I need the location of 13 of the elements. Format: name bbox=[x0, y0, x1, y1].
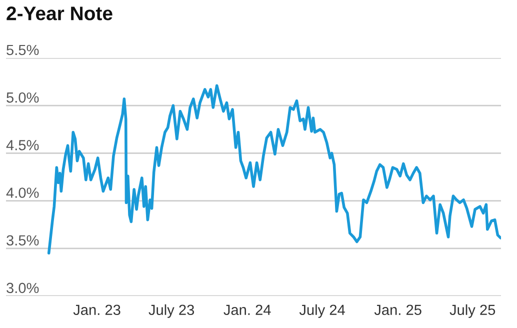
x-tick-label: Jan. 23 bbox=[73, 304, 120, 316]
x-tick-label: Jan. 25 bbox=[374, 304, 422, 316]
x-tick-label: Jan. 24 bbox=[224, 304, 271, 316]
y-tick-label: 3.0% bbox=[6, 282, 39, 294]
x-tick-label: July 23 bbox=[148, 304, 194, 318]
y-tick-label: 5.5% bbox=[6, 44, 39, 56]
y-tick-label: 4.0% bbox=[6, 188, 39, 198]
x-tick-label: July 25 bbox=[450, 304, 496, 318]
y-tick-label: 5.0% bbox=[6, 92, 39, 103]
y-tick-label: 4.5% bbox=[6, 140, 39, 150]
x-tick-label: July 24 bbox=[299, 304, 345, 318]
chart-title: 2-Year Note bbox=[6, 6, 112, 20]
y-tick-label: 3.5% bbox=[6, 235, 39, 246]
